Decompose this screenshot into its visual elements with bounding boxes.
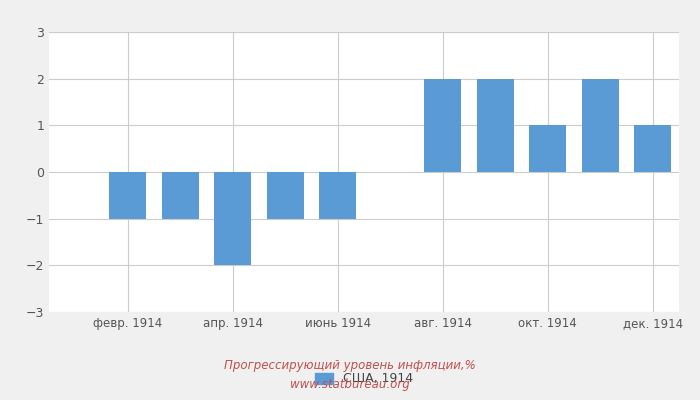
Text: www.statbureau.org: www.statbureau.org (290, 378, 410, 391)
Bar (477, 79, 514, 172)
Bar (267, 172, 304, 219)
Bar (319, 172, 356, 219)
Bar (424, 79, 461, 172)
Legend: США, 1914: США, 1914 (311, 369, 417, 389)
Bar (582, 79, 619, 172)
Bar (214, 172, 251, 265)
Text: Прогрессирующий уровень инфляции,%: Прогрессирующий уровень инфляции,% (224, 360, 476, 372)
Bar (162, 172, 199, 219)
Bar (529, 125, 566, 172)
Bar (109, 172, 146, 219)
Bar (634, 125, 671, 172)
